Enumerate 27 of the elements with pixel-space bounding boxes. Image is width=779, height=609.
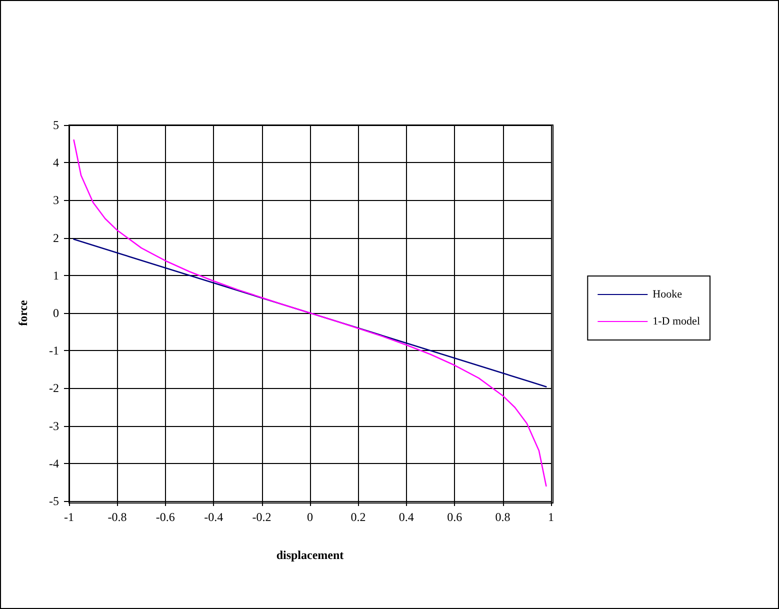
x-tick-label: -0.2 (252, 510, 272, 524)
x-axis-title: displacement (276, 548, 344, 562)
x-tick-label: 1 (548, 510, 554, 524)
y-tick-label: -1 (49, 344, 59, 358)
y-tick-label: -3 (49, 418, 59, 433)
y-tick-label: 0 (53, 306, 59, 320)
y-tick-label: 5 (53, 118, 59, 132)
y-tick-label: 2 (53, 230, 59, 245)
x-tick-label: -1 (64, 510, 74, 524)
x-tick-label: 0.6 (447, 510, 462, 524)
y-tick-label: -4 (49, 456, 59, 470)
y-tick-label: 1 (53, 268, 59, 282)
legend-label: 1-D model (652, 316, 700, 328)
legend-label: Hooke (652, 288, 682, 300)
y-axis-title: force (16, 299, 30, 326)
x-tick-label: 0 (307, 510, 313, 524)
x-tick-label: -0.4 (204, 510, 224, 524)
x-tick-label: 0.2 (350, 510, 366, 524)
y-tick-label: -5 (49, 494, 59, 508)
line-series (73, 139, 547, 487)
y-tick-label: 4 (53, 156, 59, 170)
x-tick-label: 0.4 (398, 510, 414, 524)
x-tick-label: -0.6 (156, 510, 175, 524)
x-tick-label: 0.8 (495, 510, 510, 524)
y-tick-label: 3 (53, 193, 59, 208)
y-tick-label: -2 (49, 381, 59, 396)
x-tick-label: -0.8 (108, 510, 127, 524)
